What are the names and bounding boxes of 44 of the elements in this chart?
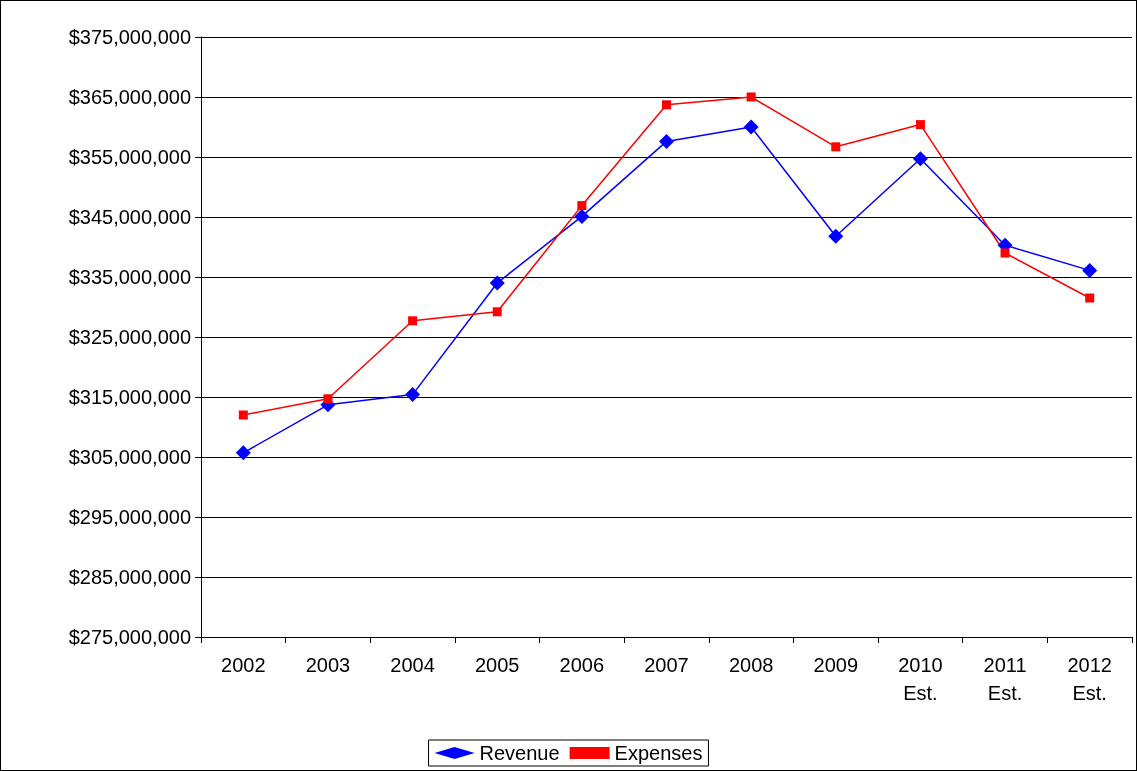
y-tick-label: $335,000,000	[68, 266, 191, 288]
legend-label: Revenue	[479, 742, 560, 764]
y-tick-label: $355,000,000	[68, 146, 191, 168]
x-tick-label: 2003	[305, 654, 351, 676]
x-tick-label: 2011 Est.	[983, 654, 1027, 704]
point	[915, 120, 925, 130]
point	[574, 208, 590, 224]
x-tick-label: 2007	[644, 654, 689, 676]
x-tick-label: 2010 Est.	[898, 654, 943, 704]
point	[405, 387, 421, 403]
point	[828, 228, 844, 244]
y-tick-label: $315,000,000	[68, 386, 191, 408]
x-tick-label: 2005	[474, 654, 520, 676]
x-tick-label: 2002	[221, 654, 266, 676]
point	[492, 307, 502, 317]
point	[1082, 262, 1098, 278]
point	[235, 445, 251, 461]
point	[746, 92, 756, 102]
point	[1000, 248, 1010, 258]
point	[489, 275, 505, 291]
y-tick-label: $295,000,000	[68, 506, 191, 528]
x-tick-label: 2004	[390, 654, 435, 676]
y-tick-label: $375,000,000	[68, 26, 191, 48]
y-tick-label: $325,000,000	[68, 326, 191, 348]
point	[659, 133, 674, 149]
y-tick-label: $305,000,000	[68, 446, 191, 468]
y-tick-label: $285,000,000	[68, 566, 191, 588]
point	[238, 410, 248, 420]
point	[408, 316, 418, 326]
point	[1085, 293, 1095, 303]
x-tick-label: 2012 Est.	[1067, 654, 1112, 704]
point	[912, 151, 928, 167]
y-tick-label: $275,000,000	[68, 626, 191, 648]
point	[662, 100, 671, 110]
y-tick-label: $345,000,000	[68, 206, 191, 228]
point	[831, 142, 841, 152]
point	[577, 201, 587, 211]
legend-label: Expenses	[614, 742, 703, 764]
x-tick-label: 2009	[813, 654, 859, 676]
x-tick-label: 2008	[728, 654, 774, 676]
x-tick-label: 2006	[559, 654, 605, 676]
y-tick-label: $365,000,000	[68, 86, 191, 108]
point	[323, 394, 333, 404]
point	[743, 119, 759, 135]
